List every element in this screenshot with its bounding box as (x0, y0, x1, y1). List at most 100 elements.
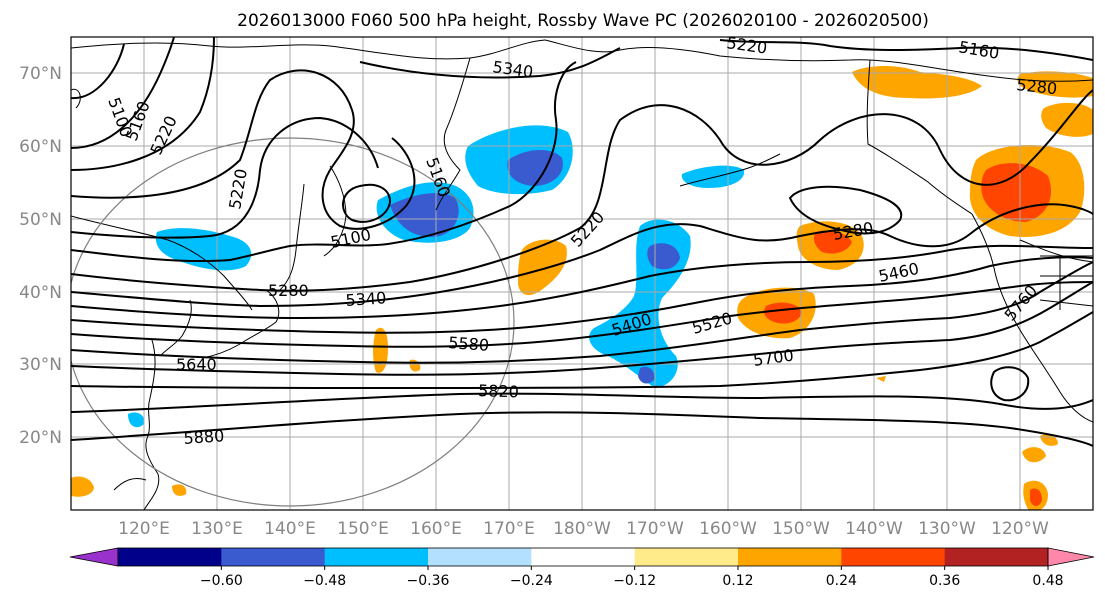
colorbar-over-extension (1047, 547, 1095, 567)
height-contour (71, 256, 1093, 334)
colorbar-tick-label: −0.60 (200, 573, 243, 589)
lon-label: 150°W (772, 519, 830, 539)
height-contour (71, 261, 1093, 364)
coastline (71, 215, 253, 311)
positive-anomaly-area (1017, 71, 1093, 98)
radius-circle (71, 137, 515, 507)
positive-anomaly-area (1030, 488, 1042, 506)
colorbar-cell (738, 548, 842, 566)
positive-anomaly-area (981, 163, 1052, 222)
lat-label: 50°N (19, 210, 62, 230)
lon-label: 130°E (191, 519, 243, 539)
latitude-labels: 70°N 60°N 50°N 40°N 30°N 20°N (19, 64, 62, 448)
height-contour (71, 69, 355, 199)
contour-label: 5580 (448, 333, 490, 355)
colorbar-cell (428, 548, 532, 566)
height-contour (71, 411, 1093, 447)
coastline (279, 183, 305, 291)
colorbar-cell (531, 548, 636, 566)
negative-anomaly-area (638, 366, 655, 384)
colorbar-tick-label: 0.12 (722, 573, 753, 589)
colorbar-under-extension (69, 547, 119, 567)
coastline (435, 57, 471, 211)
map-frame (70, 36, 1094, 511)
lon-label: 120°W (991, 519, 1049, 539)
lon-label: 170°W (626, 519, 684, 539)
coastline (544, 39, 1093, 82)
positive-anomaly-area (814, 230, 852, 254)
lat-label: 70°N (19, 64, 62, 84)
colorbar-tick-label: −0.24 (510, 573, 553, 589)
height-contour (359, 47, 621, 79)
figure-title: 2026013000 F060 500 hPa height, Rossby W… (237, 11, 929, 31)
coastline (679, 153, 781, 187)
lon-label: 170°E (483, 519, 535, 539)
colorbar-frame (117, 547, 1049, 567)
negative-anomaly-area (681, 165, 745, 188)
lat-label: 60°N (19, 137, 62, 157)
colorbar-cell (118, 548, 222, 566)
colorbar-cell (634, 548, 739, 566)
contour-label: 5820 (478, 381, 519, 401)
positive-anomaly-area (852, 66, 982, 99)
lon-label: 160°E (410, 519, 462, 539)
colorbar-tick-label: 0.24 (826, 573, 857, 589)
height-contour (71, 392, 1093, 413)
longitude-labels: 120°E 130°E 140°E 150°E 160°E 170°E 180°… (118, 519, 1049, 539)
height-contour (788, 185, 903, 235)
lat-label: 40°N (19, 283, 62, 303)
coastline (71, 39, 546, 60)
colorbar-tick-label: −0.36 (407, 573, 450, 589)
positive-anomaly-area (172, 484, 187, 496)
height-contour (321, 137, 416, 230)
lat-label: 30°N (19, 355, 62, 375)
negative-anomaly-area (128, 412, 145, 428)
height-contour (71, 61, 577, 263)
contour-label: 5340 (345, 288, 387, 310)
height-contours (71, 37, 1093, 447)
coastline (71, 88, 81, 109)
coastline (159, 299, 192, 357)
colorbar-tick-label: −0.12 (613, 573, 656, 589)
map-panel: 5100 5160 5220 5220 5160 5280 5340 5100 … (70, 33, 1094, 511)
lon-label: 160°W (699, 519, 757, 539)
coastline (113, 477, 147, 491)
height-contour (71, 244, 1093, 320)
height-contour (990, 366, 1030, 402)
negative-anomaly-area (507, 149, 563, 186)
coastline (866, 59, 973, 215)
lat-label: 20°N (19, 428, 62, 448)
positive-anomaly-area (876, 376, 886, 382)
height-contour (71, 281, 1093, 376)
height-contour (71, 281, 1093, 348)
height-contour (71, 37, 175, 149)
positive-anomaly-area (1022, 447, 1046, 463)
coastline (1019, 239, 1093, 263)
colorbar-tick-label: −0.48 (303, 573, 346, 589)
colorbar-cell (324, 548, 429, 566)
lon-label: 130°W (918, 519, 976, 539)
lon-label: 180°W (553, 519, 611, 539)
height-contour (342, 183, 392, 223)
positive-anomaly-area (764, 302, 802, 324)
contour-label: 5640 (176, 355, 217, 374)
colorbar-tick-label: 0.36 (929, 573, 960, 589)
lon-label: 140°W (845, 519, 903, 539)
height-contour (71, 37, 215, 171)
height-contour (71, 203, 1093, 308)
colorbar-ticks: −0.60 −0.48 −0.36 −0.24 −0.12 0.12 0.24 0.36 0.4… (200, 566, 1064, 589)
colorbar-cell (944, 548, 1049, 566)
height-contour (71, 43, 125, 100)
positive-anomaly-area (71, 476, 94, 497)
colorbar-cell (221, 548, 326, 566)
height-contour (719, 39, 1093, 61)
contour-label: 5220 (725, 33, 768, 57)
height-contour (71, 311, 1093, 389)
lon-label: 150°E (337, 519, 389, 539)
contour-label: 5280 (1016, 75, 1058, 98)
contour-label: 5280 (268, 281, 309, 300)
colorbar-cells (69, 547, 1095, 567)
coastline (143, 339, 160, 510)
height-contour (71, 89, 1093, 292)
